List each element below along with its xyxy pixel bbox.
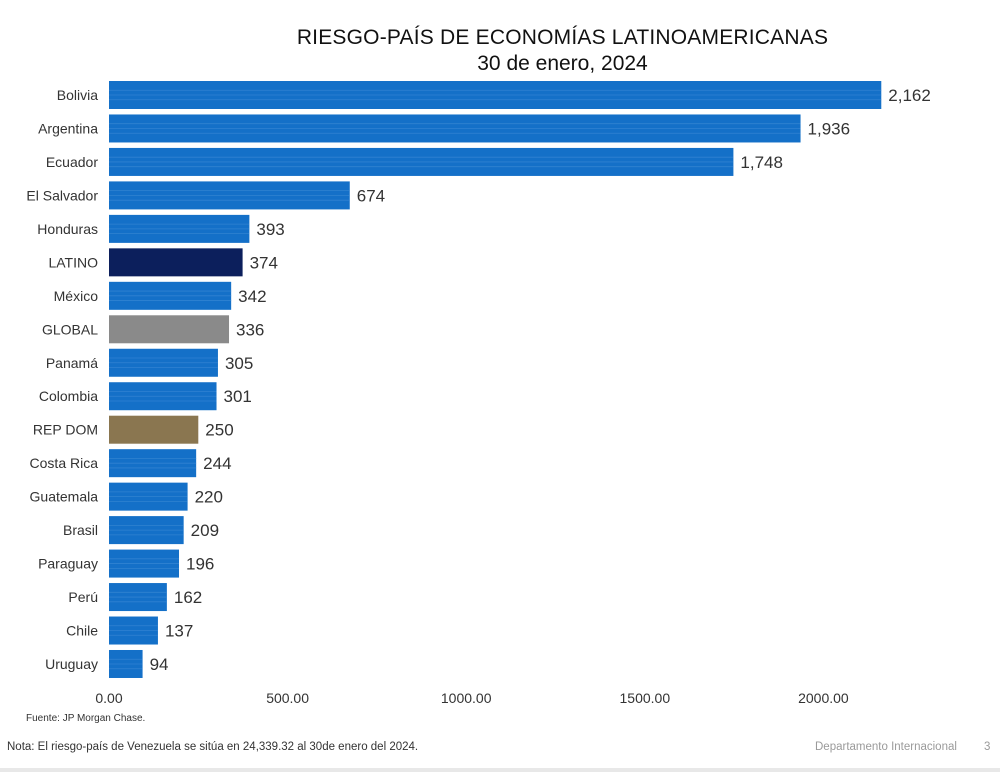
value-label: 342 xyxy=(238,287,266,306)
x-tick-label: 1500.00 xyxy=(620,690,671,706)
value-label: 162 xyxy=(174,588,202,607)
bottom-divider xyxy=(0,768,1000,772)
category-label: Ecuador xyxy=(46,154,98,170)
category-label: GLOBAL xyxy=(42,321,98,337)
bar-chart: Bolivia 2,162 Argentina 1,936 Ecuador 1,748 El… xyxy=(26,81,931,706)
footnote: Nota: El riesgo-país de Venezuela se sit… xyxy=(7,741,419,753)
value-label: 374 xyxy=(250,253,278,272)
x-tick-label: 0.00 xyxy=(95,690,122,706)
category-label: Argentina xyxy=(38,120,98,136)
category-label: Honduras xyxy=(37,221,98,237)
category-label: Panamá xyxy=(46,355,98,371)
chart-subtitle: 30 de enero, 2024 xyxy=(477,52,648,75)
value-label: 2,162 xyxy=(888,86,931,105)
bar-rep-dom xyxy=(109,415,199,444)
category-label: Colombia xyxy=(39,388,98,404)
value-label: 196 xyxy=(186,555,214,574)
x-tick-label: 1000.00 xyxy=(441,690,492,706)
x-tick-label: 2000.00 xyxy=(798,690,849,706)
bar-global xyxy=(109,315,230,344)
source-note: Fuente: JP Morgan Chase. xyxy=(26,713,146,724)
category-label: Chile xyxy=(66,623,98,639)
category-label: REP DOM xyxy=(33,422,98,438)
value-label: 301 xyxy=(224,387,252,406)
value-label: 250 xyxy=(205,421,233,440)
x-tick-label: 500.00 xyxy=(266,690,309,706)
value-label: 305 xyxy=(225,354,253,373)
category-label: México xyxy=(54,288,99,304)
value-label: 674 xyxy=(357,186,385,205)
value-label: 244 xyxy=(203,454,231,473)
category-label: Costa Rica xyxy=(30,455,99,471)
category-label: LATINO xyxy=(48,254,98,270)
bar-latino xyxy=(109,248,243,277)
category-label: Brasil xyxy=(63,522,98,538)
category-label: Bolivia xyxy=(57,87,98,103)
value-label: 137 xyxy=(165,622,193,641)
category-label: Guatemala xyxy=(30,489,99,505)
value-label: 1,748 xyxy=(740,153,783,172)
value-label: 393 xyxy=(256,220,284,239)
category-label: Perú xyxy=(68,589,98,605)
value-label: 1,936 xyxy=(808,119,851,138)
category-label: El Salvador xyxy=(26,187,98,203)
value-label: 94 xyxy=(150,655,169,674)
chart-title: RIESGO-PAÍS DE ECONOMÍAS LATINOAMERICANA… xyxy=(296,26,829,49)
value-label: 336 xyxy=(236,320,264,339)
category-label: Uruguay xyxy=(45,656,98,672)
value-label: 220 xyxy=(195,488,223,507)
page-number: 3 xyxy=(984,741,991,753)
department-label: Departamento Internacional xyxy=(815,741,957,753)
value-label: 209 xyxy=(191,521,219,540)
category-label: Paraguay xyxy=(38,556,98,572)
